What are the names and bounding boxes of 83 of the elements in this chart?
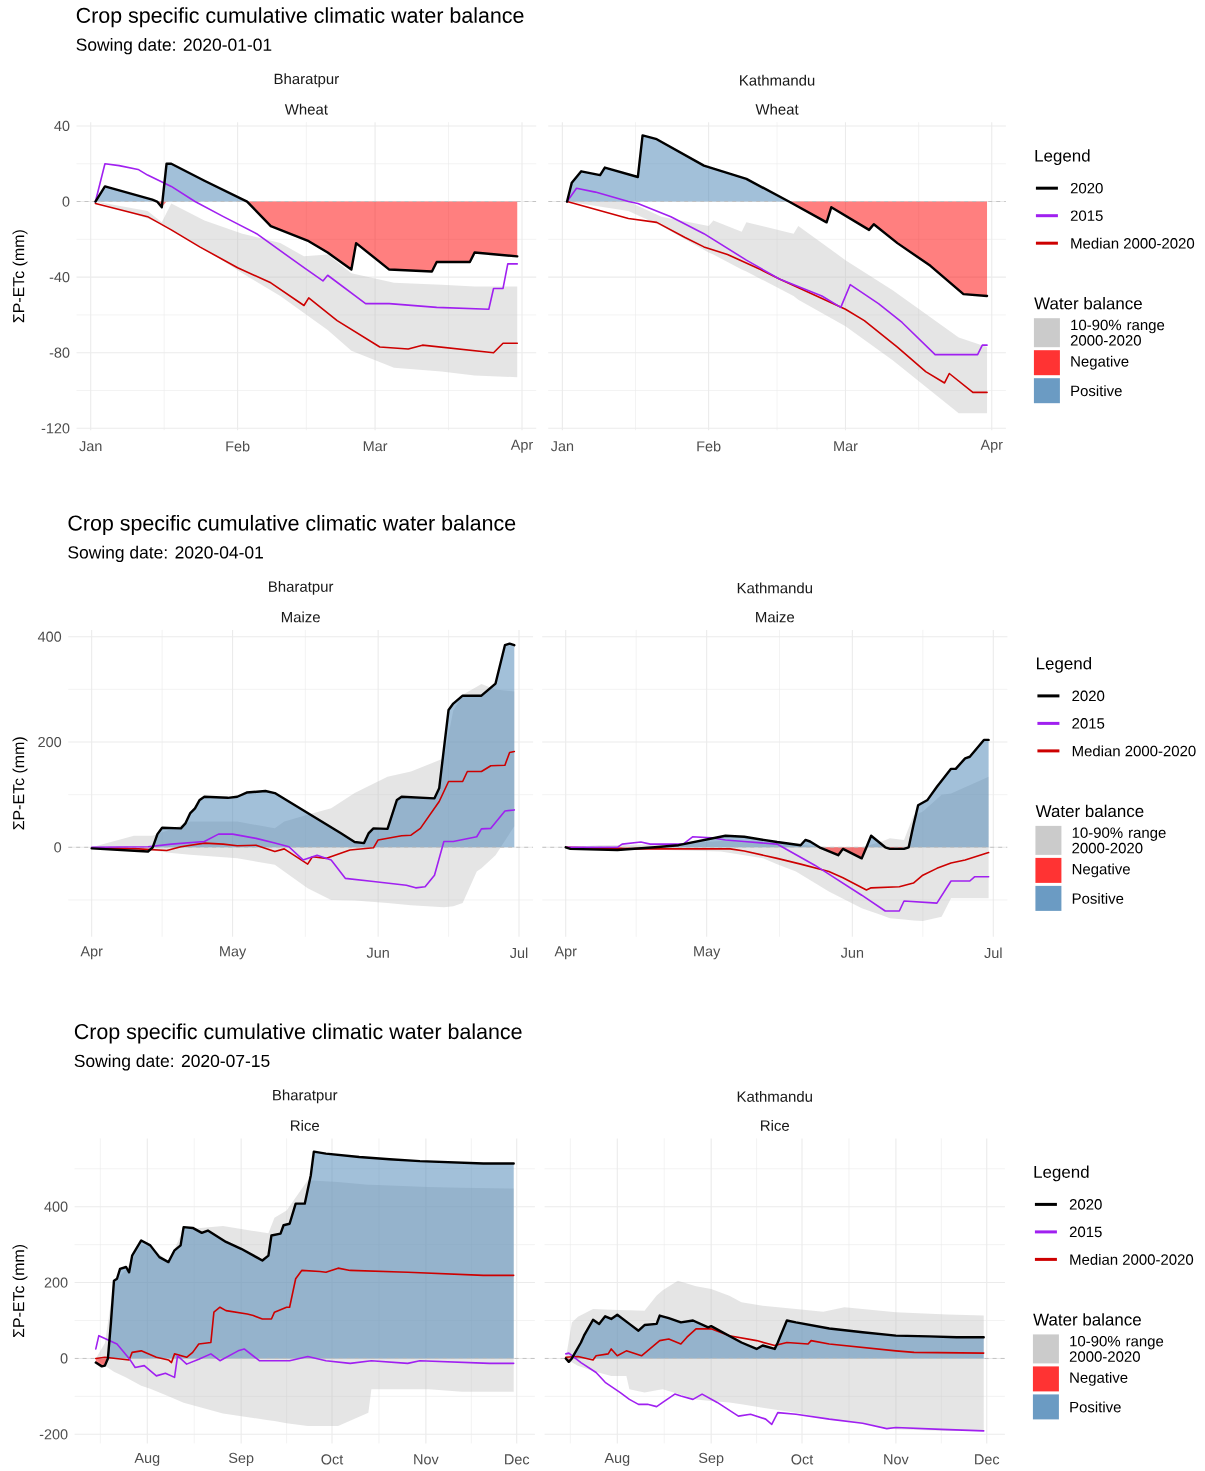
y-tick-label: 0 — [60, 1353, 68, 1364]
legend-label: Median 2000-2020 — [1072, 745, 1196, 757]
legend-label: 2020 — [1069, 1199, 1102, 1210]
x-tick-label: Jun — [840, 947, 864, 958]
legend-label: Positive — [1071, 385, 1122, 397]
legend-label: Negative — [1070, 1371, 1128, 1386]
y-tick-label: -40 — [49, 272, 70, 283]
x-tick-label: Dec — [975, 1454, 1000, 1465]
x-tick-label: Jan — [550, 441, 574, 452]
y-tick-label: 0 — [54, 842, 62, 853]
chart-title: Crop specific cumulative climatic water balance — [68, 514, 516, 535]
legend-label: 2020 — [1072, 690, 1105, 702]
x-tick-label: Jul — [509, 947, 528, 959]
text: Kathmandu — [737, 582, 813, 594]
legend-label: Positive — [1070, 1401, 1121, 1413]
y-tick-label: 400 — [37, 631, 62, 642]
y-axis-title: ΣP-ETc (mm) — [12, 230, 28, 323]
legend-label: Negative — [1072, 863, 1130, 878]
y-tick-label: 200 — [38, 736, 62, 748]
y-axis-title: ΣP-ETc (mm) — [12, 737, 28, 830]
y-tick-label: 40 — [54, 120, 70, 132]
legend-label: 10-90% range 2000-2020 — [1072, 827, 1166, 854]
chart-subtitle: Sowing date: 2020-01-01 — [76, 38, 272, 55]
chart-subtitle: Sowing date: 2020-04-01 — [68, 545, 263, 563]
x-tick-label: Sep — [698, 1452, 724, 1466]
x-tick-label: Apr — [980, 439, 1003, 453]
legend-title: Legend — [1035, 149, 1090, 166]
text: Maize — [281, 611, 320, 623]
text: Maize — [756, 611, 795, 623]
legend-label: 2015 — [1070, 210, 1103, 221]
x-tick-label: Nov — [414, 1454, 439, 1465]
legend-label: 2015 — [1072, 718, 1105, 729]
legend-title: Legend — [1034, 1165, 1089, 1182]
x-tick-label: Oct — [791, 1454, 814, 1465]
y-tick-label: -120 — [41, 423, 70, 434]
legend-label: 10-90% range 2000-2020 — [1070, 319, 1165, 346]
text: Water balance — [1034, 296, 1142, 310]
legend-title: Legend — [1037, 657, 1092, 673]
text: Kathmandu — [737, 1090, 812, 1102]
x-tick-label: Apr — [554, 946, 577, 960]
x-tick-label: Apr — [80, 946, 103, 960]
x-tick-label: Jun — [366, 947, 389, 958]
y-tick-label: 0 — [62, 196, 70, 207]
legend-label: 10-90% range 2000-2020 — [1069, 1335, 1164, 1362]
text: Bharatpur — [269, 580, 334, 595]
x-tick-label: Jul — [984, 947, 1002, 959]
x-tick-label: Oct — [321, 1454, 344, 1465]
x-tick-label: Mar — [363, 441, 388, 452]
y-tick-label: -200 — [39, 1429, 68, 1440]
text: Bharatpur — [273, 1089, 338, 1104]
x-tick-label: May — [220, 946, 247, 960]
legend-label: 2020 — [1070, 182, 1103, 194]
text: Rice — [291, 1119, 320, 1131]
x-tick-label: Feb — [226, 440, 250, 452]
text: Kathmandu — [740, 74, 815, 86]
legend-label: Negative — [1071, 355, 1129, 370]
text: Wheat — [284, 103, 328, 115]
x-tick-label: Aug — [604, 1452, 630, 1466]
x-tick-label: Dec — [505, 1454, 530, 1465]
chart-subtitle: Sowing date: 2020-07-15 — [74, 1054, 270, 1071]
text: Wheat — [755, 103, 799, 115]
chart-title: Crop specific cumulative climatic water balance — [74, 1023, 522, 1044]
y-tick-label: -80 — [49, 347, 70, 358]
x-tick-label: May — [694, 946, 721, 960]
text: Bharatpur — [274, 73, 339, 88]
x-tick-label: Aug — [134, 1452, 160, 1466]
x-tick-label: Nov — [884, 1454, 909, 1465]
y-axis-title: ΣP-ETc (mm) — [12, 1244, 28, 1338]
text: Water balance — [1033, 1313, 1141, 1326]
x-tick-label: Mar — [834, 441, 858, 452]
legend-label: 2015 — [1069, 1226, 1102, 1238]
legend-label: Median 2000-2020 — [1071, 237, 1195, 249]
text: Water balance — [1035, 804, 1144, 818]
x-tick-label: Sep — [228, 1452, 254, 1466]
legend-label: Median 2000-2020 — [1070, 1253, 1194, 1265]
legend-label: Positive — [1072, 892, 1124, 904]
x-tick-label: Feb — [697, 440, 721, 452]
x-tick-label: Jan — [79, 441, 102, 452]
y-tick-label: 200 — [44, 1277, 68, 1288]
chart-title: Crop specific cumulative climatic water balance — [76, 7, 524, 28]
y-tick-label: 400 — [44, 1201, 68, 1212]
text: Rice — [761, 1119, 790, 1131]
x-tick-label: Apr — [510, 439, 533, 453]
